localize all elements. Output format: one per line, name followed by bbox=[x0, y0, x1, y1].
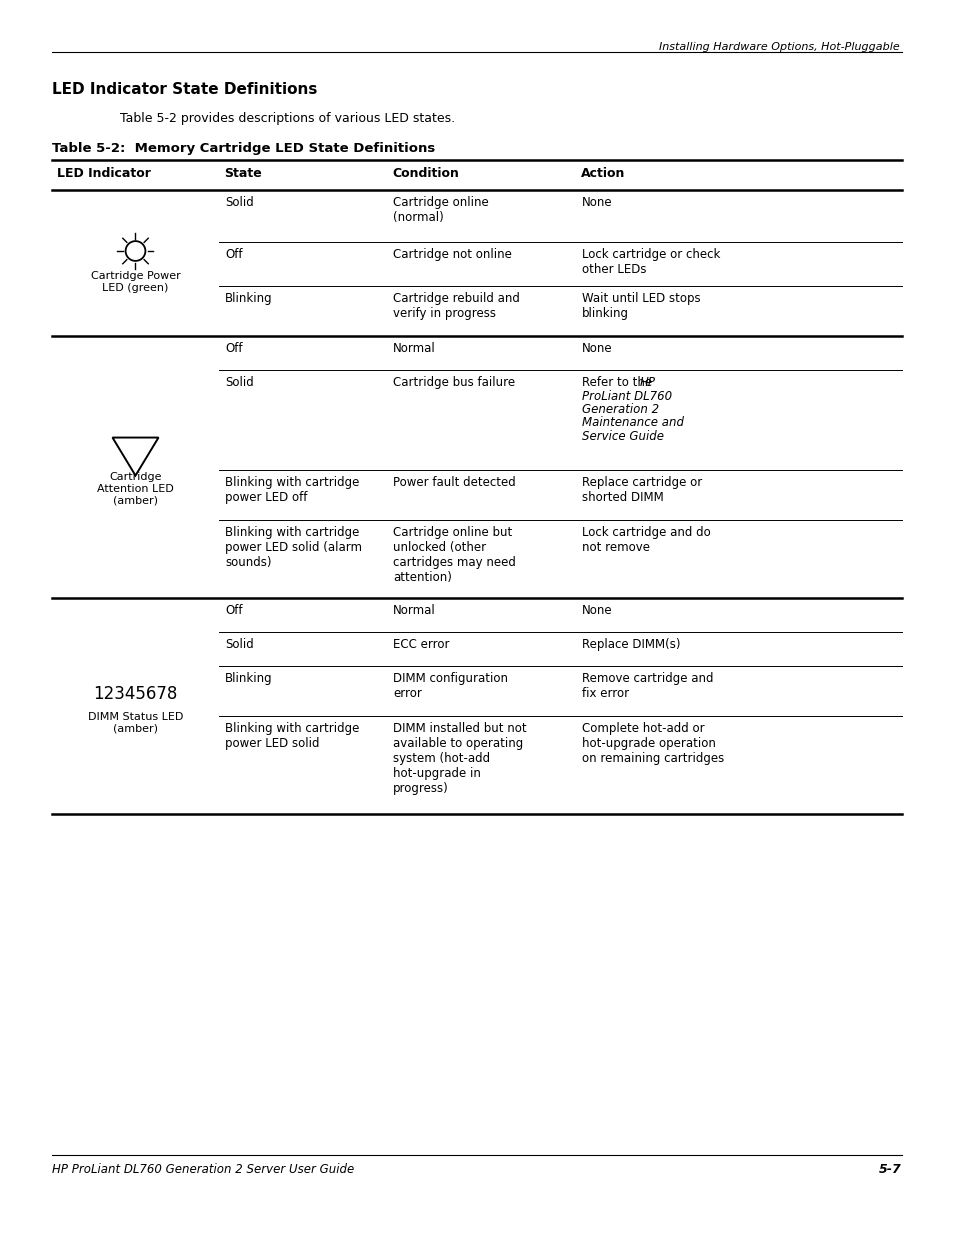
Text: Off: Off bbox=[225, 342, 242, 354]
Text: Solid: Solid bbox=[225, 375, 253, 389]
Text: LED Indicator: LED Indicator bbox=[57, 167, 151, 180]
Text: None: None bbox=[581, 196, 612, 209]
Text: Complete hot-add or
hot-upgrade operation
on remaining cartridges: Complete hot-add or hot-upgrade operatio… bbox=[581, 722, 723, 764]
Text: Cartridge online
(normal): Cartridge online (normal) bbox=[393, 196, 488, 224]
Text: DIMM installed but not
available to operating
system (hot-add
hot-upgrade in
pro: DIMM installed but not available to oper… bbox=[393, 722, 526, 795]
Text: ProLiant DL760: ProLiant DL760 bbox=[581, 389, 672, 403]
Text: Maintenance and: Maintenance and bbox=[581, 416, 683, 430]
Text: Normal: Normal bbox=[393, 342, 436, 354]
Text: Cartridge online but
unlocked (other
cartridges may need
attention): Cartridge online but unlocked (other car… bbox=[393, 526, 516, 584]
Text: Lock cartridge or check
other LEDs: Lock cartridge or check other LEDs bbox=[581, 248, 720, 275]
Text: Refer to the: Refer to the bbox=[581, 375, 655, 389]
Text: Cartridge not online: Cartridge not online bbox=[393, 248, 512, 261]
Text: Normal: Normal bbox=[393, 604, 436, 618]
Text: Solid: Solid bbox=[225, 196, 253, 209]
Text: LED Indicator State Definitions: LED Indicator State Definitions bbox=[52, 82, 317, 98]
Text: Table 5-2 provides descriptions of various LED states.: Table 5-2 provides descriptions of vario… bbox=[120, 112, 455, 125]
Text: Cartridge Power
LED (green): Cartridge Power LED (green) bbox=[91, 270, 180, 293]
Text: DIMM configuration
error: DIMM configuration error bbox=[393, 672, 507, 700]
Text: ECC error: ECC error bbox=[393, 638, 449, 651]
Text: Cartridge bus failure: Cartridge bus failure bbox=[393, 375, 515, 389]
Text: Lock cartridge and do
not remove: Lock cartridge and do not remove bbox=[581, 526, 710, 555]
Text: Cartridge rebuild and
verify in progress: Cartridge rebuild and verify in progress bbox=[393, 291, 519, 320]
Text: Off: Off bbox=[225, 604, 242, 618]
Text: Generation 2: Generation 2 bbox=[581, 403, 659, 416]
Text: 12345678: 12345678 bbox=[93, 685, 177, 703]
Text: Remove cartridge and
fix error: Remove cartridge and fix error bbox=[581, 672, 713, 700]
Text: HP: HP bbox=[639, 375, 656, 389]
Text: Cartridge
Attention LED
(amber): Cartridge Attention LED (amber) bbox=[97, 472, 173, 505]
Text: Blinking: Blinking bbox=[225, 672, 273, 685]
Text: Blinking: Blinking bbox=[225, 291, 273, 305]
Text: Replace DIMM(s): Replace DIMM(s) bbox=[581, 638, 679, 651]
Text: None: None bbox=[581, 342, 612, 354]
Text: Condition: Condition bbox=[392, 167, 458, 180]
Text: Off: Off bbox=[225, 248, 242, 261]
Text: Action: Action bbox=[580, 167, 625, 180]
Text: Service Guide: Service Guide bbox=[581, 430, 663, 443]
Text: Table 5-2:  Memory Cartridge LED State Definitions: Table 5-2: Memory Cartridge LED State De… bbox=[52, 142, 435, 156]
Text: Replace cartridge or
shorted DIMM: Replace cartridge or shorted DIMM bbox=[581, 475, 701, 504]
Text: Solid: Solid bbox=[225, 638, 253, 651]
Text: None: None bbox=[581, 604, 612, 618]
Text: Installing Hardware Options, Hot-Pluggable: Installing Hardware Options, Hot-Pluggab… bbox=[659, 42, 899, 52]
Text: Power fault detected: Power fault detected bbox=[393, 475, 516, 489]
Text: Blinking with cartridge
power LED solid (alarm
sounds): Blinking with cartridge power LED solid … bbox=[225, 526, 361, 569]
Text: HP ProLiant DL760 Generation 2 Server User Guide: HP ProLiant DL760 Generation 2 Server Us… bbox=[52, 1163, 354, 1176]
Text: Blinking with cartridge
power LED solid: Blinking with cartridge power LED solid bbox=[225, 722, 359, 750]
Text: 5-7: 5-7 bbox=[879, 1163, 901, 1176]
Text: DIMM Status LED
(amber): DIMM Status LED (amber) bbox=[88, 713, 183, 734]
Text: Blinking with cartridge
power LED off: Blinking with cartridge power LED off bbox=[225, 475, 359, 504]
Text: State: State bbox=[224, 167, 261, 180]
Text: Wait until LED stops
blinking: Wait until LED stops blinking bbox=[581, 291, 700, 320]
